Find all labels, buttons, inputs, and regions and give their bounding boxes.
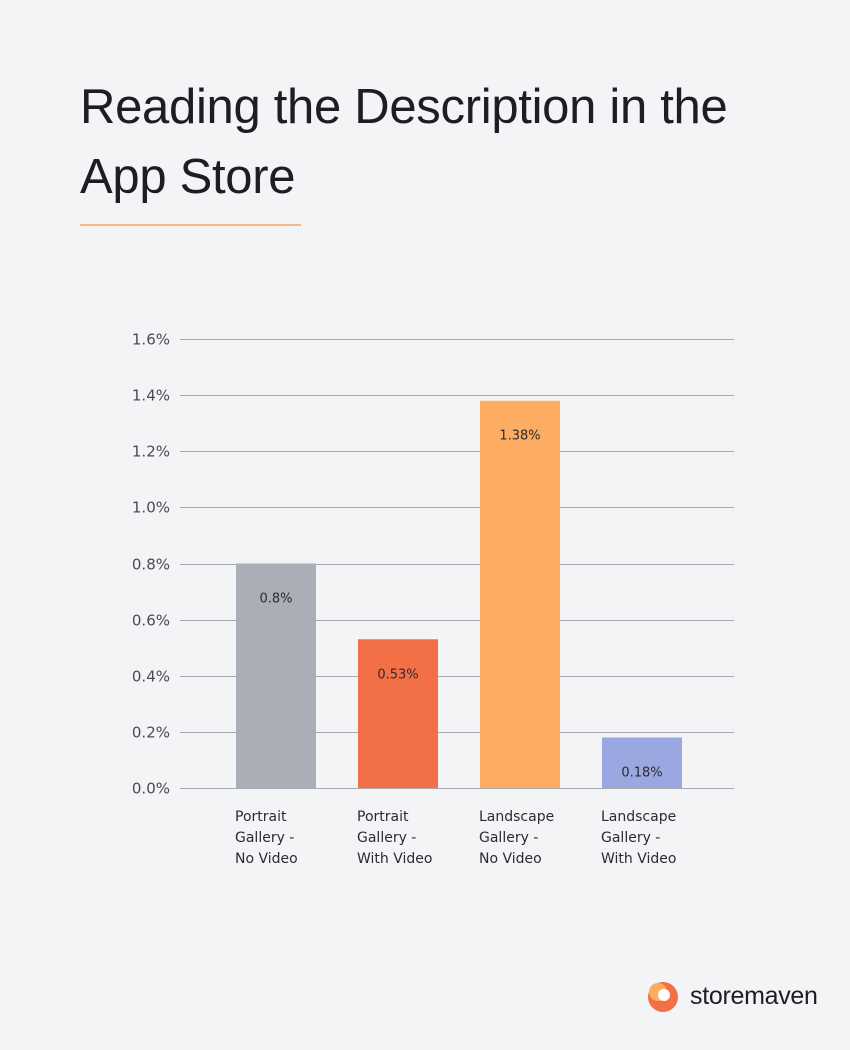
bar — [480, 400, 560, 788]
bar — [236, 563, 316, 788]
x-category-label-line: Portrait — [357, 809, 409, 825]
x-category-label-line: With Video — [357, 851, 432, 867]
x-category-label: Landscape Gallery - No Video — [479, 809, 554, 867]
bars — [236, 400, 682, 788]
y-tick-label: 1.6% — [132, 331, 170, 349]
x-category-label-line: Gallery - — [601, 830, 660, 846]
data-labels: 0.8% 0.53% 1.38% 0.18% — [259, 429, 662, 781]
bar — [602, 737, 682, 788]
y-tick-label: 0.0% — [132, 780, 170, 798]
x-category-label-line: With Video — [601, 851, 676, 867]
y-tick-label: 1.4% — [132, 387, 170, 405]
x-category-label-line: Landscape — [479, 809, 554, 825]
y-tick-label: 0.8% — [132, 556, 170, 574]
x-category-label-line: Gallery - — [235, 830, 294, 846]
bar-chart: 0.0% 0.2% 0.4% 0.6% 0.8% 1.0% 1.2% 1.4% 1.6% 0.8… — [132, 331, 734, 867]
x-category-label-line: Gallery - — [357, 830, 416, 846]
y-tick-label: 1.2% — [132, 443, 170, 461]
x-category-label: Landscape Gallery - With Video — [601, 809, 676, 867]
x-category-label-line: Portrait — [235, 809, 287, 825]
data-label: 0.8% — [259, 592, 292, 607]
y-tick-label: 0.6% — [132, 612, 170, 630]
y-tick-label: 1.0% — [132, 499, 170, 517]
data-label: 0.53% — [377, 667, 418, 682]
brand-name: storemaven — [690, 981, 818, 1010]
x-category-label: Portrait Gallery - No Video — [235, 809, 298, 867]
y-tick-label: 0.4% — [132, 668, 170, 686]
x-category-label-line: Gallery - — [479, 830, 538, 846]
x-category-label-line: No Video — [479, 851, 542, 867]
brand-footer: storemaven — [644, 976, 818, 1016]
title-underline — [80, 224, 301, 226]
data-label: 1.38% — [499, 429, 540, 444]
x-category-label: Portrait Gallery - With Video — [357, 809, 432, 867]
chart-title: Reading the Description in the App Store — [80, 80, 728, 204]
x-axis-categories: Portrait Gallery - No Video Portrait Gallery… — [235, 809, 676, 867]
bar — [358, 639, 438, 788]
storemaven-logo-icon — [648, 982, 678, 1012]
data-label: 0.18% — [621, 765, 662, 780]
y-axis-ticks: 0.0% 0.2% 0.4% 0.6% 0.8% 1.0% 1.2% 1.4% 1.6% — [132, 331, 170, 798]
x-category-label-line: Landscape — [601, 809, 676, 825]
y-tick-label: 0.2% — [132, 724, 170, 742]
x-category-label-line: No Video — [235, 851, 298, 867]
